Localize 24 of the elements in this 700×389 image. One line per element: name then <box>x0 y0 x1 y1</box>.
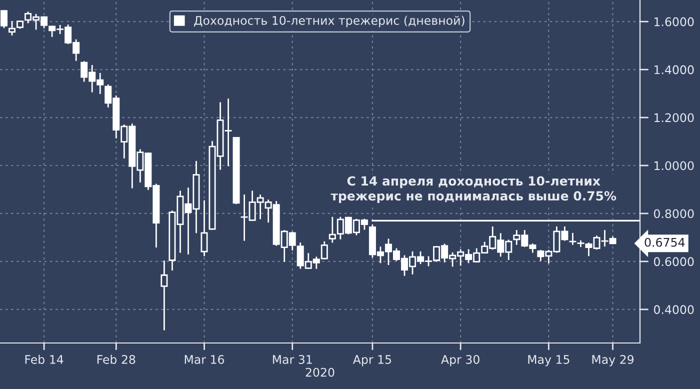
y-tick-label: 0.8000 <box>654 209 694 218</box>
annotation: С 14 апреля доходность 10-летних трежерис не поднималась выше 0.75% <box>330 176 616 204</box>
y-tick-label: 1.4000 <box>654 65 694 74</box>
x-tick-label: May 29 <box>592 355 634 366</box>
y-tick-label: 0.4000 <box>654 305 694 314</box>
y-tick-label: 1.6000 <box>654 17 694 26</box>
x-tick-label: May 15 <box>528 355 570 366</box>
candlestick <box>8 21 16 36</box>
x-tick-label: Mar 31 <box>273 355 312 364</box>
candlestick <box>200 200 208 256</box>
y-tick-label: 1.0000 <box>654 161 694 170</box>
annotation: 0.6754 <box>644 238 685 247</box>
candlestick <box>0 10 8 28</box>
x-tick-label: Apr 30 <box>441 355 480 366</box>
y-tick-label: 1.2000 <box>654 113 694 122</box>
x-tick-label: Apr 15 <box>352 355 392 366</box>
x-tick-label: Feb 14 <box>25 354 64 364</box>
legend-label: Доходность 10-летних трежерис (дневной) <box>194 16 464 28</box>
y-tick-label: 0.6000 <box>654 257 694 266</box>
candlestick <box>569 232 576 245</box>
x-tick-label: Feb 28 <box>97 354 136 364</box>
candlestick <box>160 260 168 330</box>
x-tick-label: Mar 16 <box>184 355 224 364</box>
x-axis-title: 2020 <box>306 368 334 377</box>
